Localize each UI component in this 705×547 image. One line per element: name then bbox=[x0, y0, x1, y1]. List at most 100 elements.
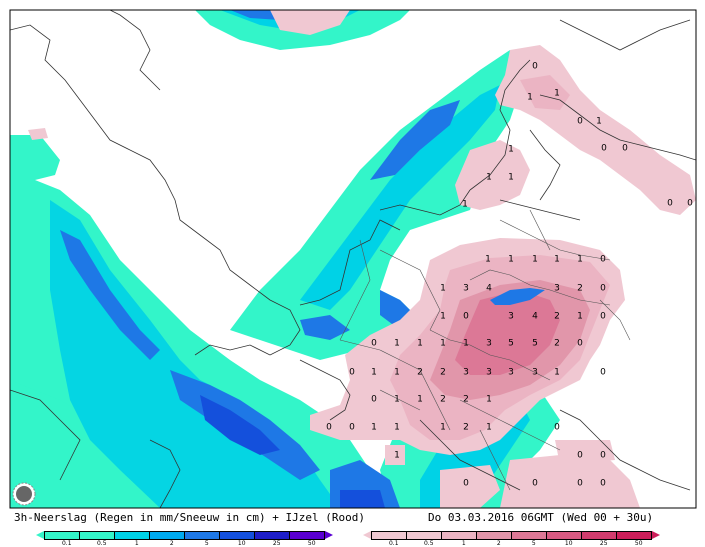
ice-amount-label: 0 bbox=[371, 395, 377, 405]
ice-amount-label: 2 bbox=[440, 368, 446, 378]
ice-amount-label: 2 bbox=[577, 284, 583, 294]
ice-amount-label: 1 bbox=[577, 255, 583, 265]
scale-segment bbox=[511, 531, 547, 540]
scale-tick-label: 5 bbox=[204, 540, 209, 547]
ice-amount-label: 1 bbox=[486, 423, 492, 433]
ice-amount-label: 1 bbox=[554, 368, 560, 378]
scale-segment bbox=[114, 531, 150, 540]
scale-segment bbox=[149, 531, 185, 540]
scale-segment bbox=[44, 531, 80, 540]
ice-amount-label: 0 bbox=[326, 423, 332, 433]
ice-amount-label: 1 bbox=[485, 255, 491, 265]
ice-amount-label: 1 bbox=[508, 145, 514, 155]
ice-amount-label: 2 bbox=[463, 395, 469, 405]
ice-amount-label: 1 bbox=[440, 284, 446, 294]
map-title: 3h-Neerslag (Regen in mm/Sneeuw in cm) +… bbox=[14, 511, 365, 524]
ice-amount-label: 1 bbox=[394, 423, 400, 433]
scale-left-arrow bbox=[363, 531, 371, 539]
scale-segment bbox=[476, 531, 512, 540]
ice-amount-label: 4 bbox=[486, 284, 492, 294]
scale-segment bbox=[184, 531, 220, 540]
scale-tick-label: 2 bbox=[496, 540, 501, 547]
scale-left-arrow bbox=[36, 531, 44, 539]
ice-amount-label: 0 bbox=[349, 368, 355, 378]
scale-segment bbox=[616, 531, 652, 540]
ice-amount-label: 2 bbox=[554, 312, 560, 322]
ice-amount-label: 1 bbox=[394, 451, 400, 461]
ice-amount-label: 2 bbox=[440, 395, 446, 405]
ice-regions bbox=[28, 10, 696, 508]
ice-amount-label: 0 bbox=[463, 312, 469, 322]
ice-amount-label: 0 bbox=[463, 479, 469, 489]
scale-tick-label: 50 bbox=[634, 540, 643, 547]
ice-amount-label: 0 bbox=[600, 451, 606, 461]
scale-tick-label: 0.5 bbox=[96, 540, 107, 547]
ice-amount-labels: 0 1 1 0 1 0 0 0 0 1 1 1 1 1 1 1 1 1 0 1 3 4 3 2 0 1 0 3 4 2 1 0 0 1 1 1 1 3 5 5… bbox=[326, 62, 693, 489]
ice-amount-label: 0 bbox=[554, 423, 560, 433]
scale-tick-label: 10 bbox=[237, 540, 246, 547]
scale-segment bbox=[406, 531, 442, 540]
ice-amount-label: 1 bbox=[508, 173, 514, 183]
scale-segment bbox=[289, 531, 325, 540]
ice-amount-label: 0 bbox=[349, 423, 355, 433]
scale-right-arrow bbox=[652, 531, 660, 539]
ice-amount-label: 1 bbox=[440, 312, 446, 322]
ice-amount-label: 1 bbox=[508, 255, 514, 265]
ice-amount-label: 1 bbox=[417, 339, 423, 349]
ice-amount-label: 3 bbox=[463, 368, 469, 378]
ice-amount-label: 4 bbox=[532, 312, 538, 322]
ice-amount-label: 1 bbox=[440, 423, 446, 433]
ice-amount-label: 0 bbox=[667, 199, 673, 209]
ice-amount-label: 1 bbox=[596, 117, 602, 127]
ice-amount-label: 1 bbox=[394, 368, 400, 378]
scale-segment bbox=[254, 531, 290, 540]
ice-amount-label: 0 bbox=[577, 479, 583, 489]
ice-amount-label: 0 bbox=[577, 117, 583, 127]
precip-color-scale: 0.1 0.5 1 2 5 10 25 50 bbox=[30, 528, 340, 547]
ice-amount-label: 0 bbox=[577, 339, 583, 349]
ice-amount-label: 1 bbox=[463, 339, 469, 349]
ice-amount-label: 3 bbox=[508, 368, 514, 378]
ice-amount-label: 0 bbox=[577, 451, 583, 461]
ice-amount-label: 3 bbox=[554, 284, 560, 294]
scale-tick-label: 25 bbox=[599, 540, 608, 547]
scale-tick-label: 10 bbox=[564, 540, 573, 547]
scale-tick-label: 1 bbox=[134, 540, 139, 547]
coastlines bbox=[10, 10, 696, 508]
scale-segment bbox=[441, 531, 477, 540]
scale-right-arrow bbox=[325, 531, 333, 539]
ice-amount-label: 0 bbox=[600, 368, 606, 378]
ice-amount-label: 1 bbox=[486, 173, 492, 183]
ice-amount-label: 3 bbox=[486, 339, 492, 349]
ice-amount-label: 0 bbox=[601, 144, 607, 154]
scale-segment bbox=[219, 531, 255, 540]
ice-amount-label: 0 bbox=[622, 144, 628, 154]
ice-amount-label: 1 bbox=[532, 255, 538, 265]
ice-amount-label: 3 bbox=[486, 368, 492, 378]
scale-tick-label: 50 bbox=[307, 540, 316, 547]
ice-amount-label: 1 bbox=[462, 200, 468, 210]
scale-segment bbox=[371, 531, 407, 540]
ice-amount-label: 2 bbox=[554, 339, 560, 349]
map-border bbox=[9, 9, 697, 509]
ice-amount-label: 1 bbox=[554, 89, 560, 99]
ice-amount-label: 1 bbox=[527, 93, 533, 103]
ice-amount-label: 3 bbox=[532, 368, 538, 378]
ice-amount-label: 0 bbox=[600, 479, 606, 489]
ice-amount-label: 0 bbox=[532, 62, 538, 72]
ice-amount-label: 1 bbox=[486, 395, 492, 405]
ice-amount-label: 1 bbox=[394, 395, 400, 405]
ice-amount-label: 0 bbox=[600, 284, 606, 294]
map-timestamp: Do 03.03.2016 06GMT (Wed 00 + 30u) bbox=[428, 511, 654, 524]
ice-amount-label: 1 bbox=[371, 423, 377, 433]
ice-amount-label: 0 bbox=[600, 255, 606, 265]
ice-amount-label: 1 bbox=[371, 368, 377, 378]
ice-amount-label: 2 bbox=[417, 368, 423, 378]
precip-band-northsea bbox=[230, 50, 530, 360]
scale-tick-label: 25 bbox=[272, 540, 281, 547]
ice-color-scale: 0.1 0.5 1 2 5 10 25 50 bbox=[357, 528, 667, 547]
ice-amount-label: 1 bbox=[440, 339, 446, 349]
ice-amount-label: 0 bbox=[687, 199, 693, 209]
ice-amount-label: 0 bbox=[371, 339, 377, 349]
